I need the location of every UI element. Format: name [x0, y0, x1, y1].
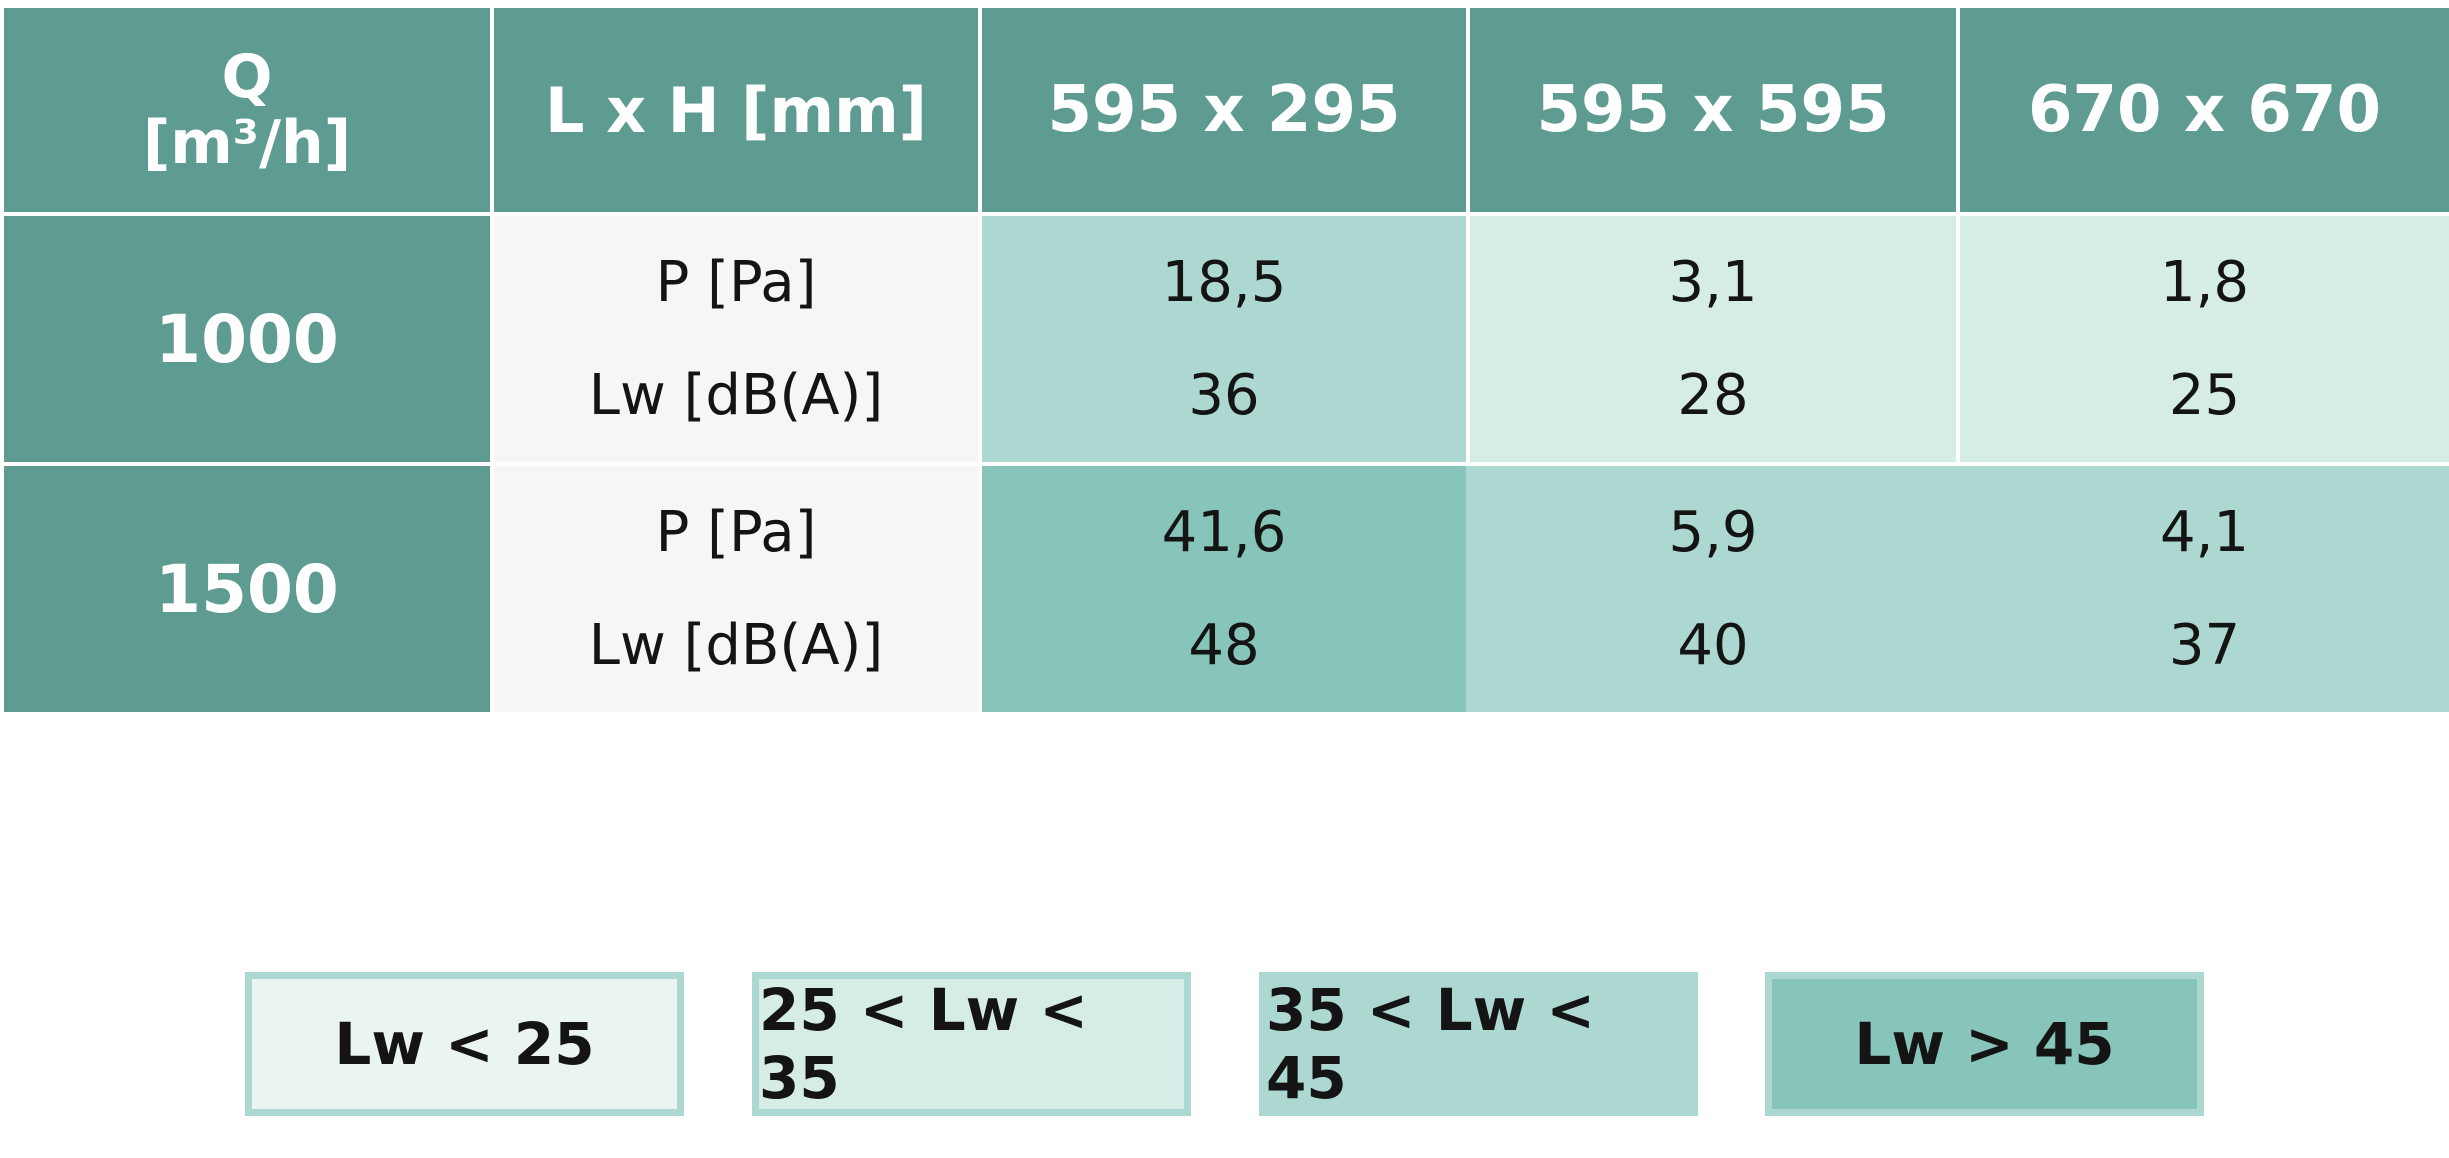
sound-power-value: 37	[2168, 613, 2241, 678]
pressure-value: 18,5	[1161, 250, 1287, 315]
legend-label: 25 < Lw < 35	[759, 976, 1089, 1112]
legend-item-lw-35-45: 35 < Lw < 45	[1259, 972, 1698, 1116]
pressure-value: 5,9	[1668, 500, 1758, 565]
pressure-value: 4,1	[2159, 500, 2250, 565]
pressure-label: P [Pa]	[655, 250, 817, 315]
sound-power-value: 48	[1188, 613, 1260, 678]
sound-power-value: 40	[1677, 613, 1749, 678]
size-header-1: 595 x 295	[982, 8, 1466, 212]
pressure-value: 1,8	[2159, 250, 2250, 315]
flow-rate-row-2: 1500	[4, 466, 490, 712]
size-header-2: 595 x 595	[1470, 8, 1956, 212]
sound-power-label: Lw [dB(A)]	[588, 613, 884, 678]
dimension-header: L x H [mm]	[494, 8, 978, 212]
legend-label: Lw > 45	[1854, 1010, 2115, 1078]
flow-rate-value: 1500	[155, 550, 339, 628]
parameter-labels-row-1: P [Pa] Lw [dB(A)]	[494, 216, 978, 462]
size-header-3-label: 670 x 670	[2027, 73, 2382, 147]
pressure-value: 41,6	[1161, 500, 1287, 565]
legend-item-lw-over-45: Lw > 45	[1765, 972, 2204, 1116]
sound-power-value: 28	[1677, 363, 1749, 428]
legend-label: 35 < Lw < 45	[1266, 976, 1596, 1112]
value-cell: 5,9 40	[1466, 466, 1960, 712]
sound-power-label: Lw [dB(A)]	[588, 363, 884, 428]
flow-rate-value: 1000	[155, 300, 339, 378]
flow-rate-row-1: 1000	[4, 216, 490, 462]
value-cell: 18,5 36	[982, 216, 1466, 462]
pressure-value: 3,1	[1668, 250, 1758, 315]
legend-item-lw-under-25: Lw < 25	[245, 972, 684, 1116]
parameter-labels-row-2: P [Pa] Lw [dB(A)]	[494, 466, 978, 712]
sound-power-value: 25	[2168, 363, 2241, 428]
legend-item-lw-25-35: 25 < Lw < 35	[752, 972, 1191, 1116]
dimension-header-label: L x H [mm]	[544, 73, 928, 147]
flow-rate-unit: [m³/h]	[142, 108, 352, 178]
flow-rate-header: Q [m³/h]	[4, 8, 490, 212]
value-cell: 41,6 48	[982, 466, 1466, 712]
value-cell: 1,8 25	[1960, 216, 2449, 462]
size-header-1-label: 595 x 295	[1047, 73, 1401, 147]
flow-rate-label: Q	[221, 42, 273, 112]
value-cell: 4,1 37	[1960, 466, 2449, 712]
legend-label: Lw < 25	[334, 1010, 595, 1078]
value-cell: 3,1 28	[1470, 216, 1956, 462]
sound-power-value: 36	[1188, 363, 1260, 428]
size-header-3: 670 x 670	[1960, 8, 2449, 212]
size-header-2-label: 595 x 595	[1536, 73, 1890, 147]
pressure-label: P [Pa]	[655, 500, 817, 565]
